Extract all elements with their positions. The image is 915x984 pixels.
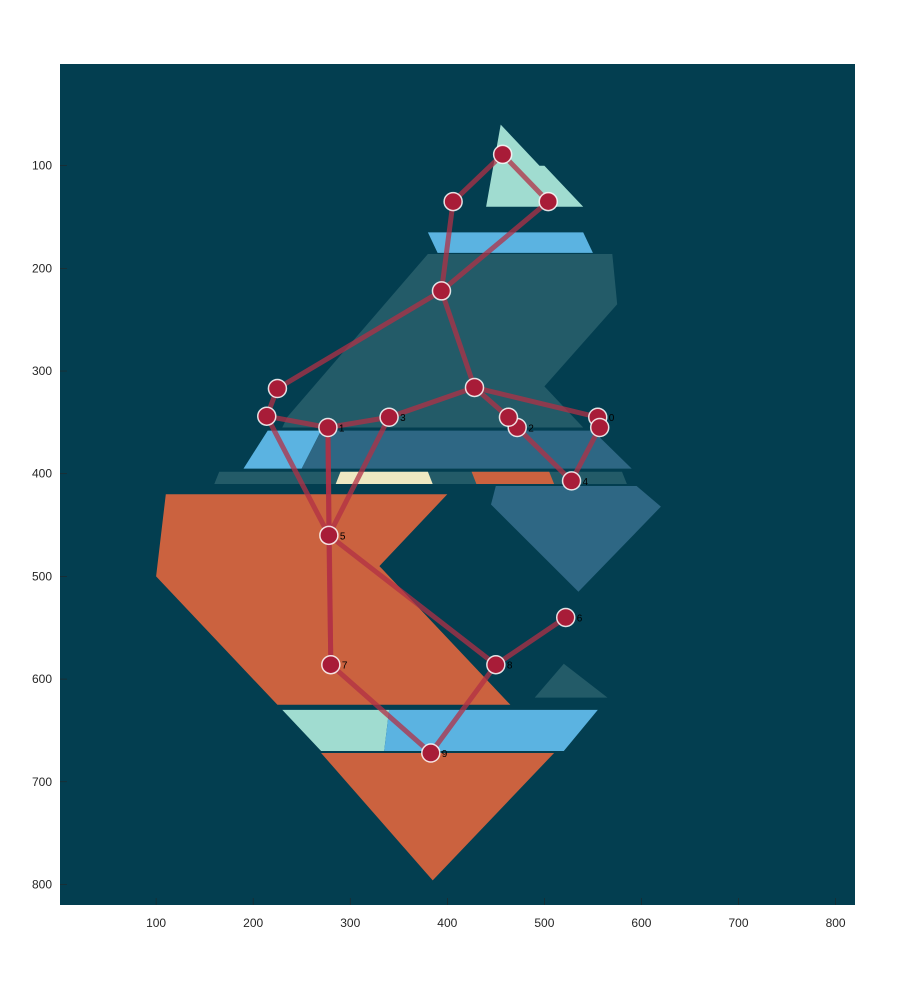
graph-node: [443, 191, 463, 212]
node-label: 5: [340, 531, 346, 542]
region-mint: [282, 709, 390, 751]
y-tick-label: 600: [32, 672, 52, 686]
region-blue-mid: [491, 486, 661, 592]
graph-edge: [500, 151, 551, 205]
graph-edge: [514, 425, 575, 484]
graph-edge: [325, 414, 392, 431]
graph-node: [431, 281, 452, 301]
graph-node: [498, 407, 519, 427]
graph-edge: [274, 288, 444, 391]
graph-node: [589, 417, 610, 438]
graph-edge: [450, 151, 506, 205]
graph-edge: [325, 425, 334, 668]
y-tick-label: 200: [32, 261, 52, 275]
graph-edge: [264, 413, 331, 431]
node-label: 9: [442, 749, 448, 760]
y-tick-label: 100: [32, 159, 52, 173]
plot-area: 0 1 2 3 4 5 6 7 8 9: [60, 64, 855, 905]
graph-edge: [264, 413, 332, 538]
graph-edge: [438, 199, 551, 294]
node-layer: 0 1 2 3 4 5 6 7 8 9: [257, 144, 615, 763]
graph-node: [379, 407, 399, 427]
region-light-blue: [427, 232, 593, 253]
graph-edge: [326, 532, 499, 668]
graph-node: [318, 417, 338, 438]
region-orange: [321, 753, 555, 881]
graph-node: [257, 406, 277, 426]
node-label: 3: [400, 413, 406, 424]
node-label: 1: [339, 424, 345, 435]
graph-edge: [471, 384, 601, 420]
x-tick-label: 200: [243, 916, 263, 930]
node-label: 2: [528, 424, 534, 435]
graph-node: [538, 191, 559, 212]
region-light-blue: [384, 709, 598, 751]
graph-node: [319, 525, 339, 546]
x-tick-layer: 100 200 300 400 500 600 700 800: [146, 898, 846, 930]
region-orange: [471, 471, 555, 484]
x-tick-label: 400: [437, 916, 457, 930]
graph-node: [321, 654, 341, 675]
graph-edge: [438, 199, 456, 294]
graph-edge: [326, 414, 392, 538]
graph-node: [492, 144, 513, 165]
y-tick-label: 500: [32, 569, 52, 583]
node-label: 7: [342, 661, 348, 672]
graph-edge: [386, 384, 477, 420]
node-label: 0: [609, 413, 615, 424]
y-tick-label: 300: [32, 364, 52, 378]
graph-node: [486, 654, 506, 675]
x-tick-label: 300: [340, 916, 360, 930]
graph-node: [267, 378, 288, 399]
node-label: 6: [577, 613, 583, 624]
region-mint: [486, 124, 584, 207]
y-tick-label: 700: [32, 775, 52, 789]
x-tick-label: 500: [534, 916, 554, 930]
x-tick-label: 700: [729, 916, 749, 930]
graph-edge: [428, 662, 499, 756]
region-orange: [156, 494, 511, 705]
graph-edge: [328, 662, 434, 756]
region-teal-dark: [282, 254, 618, 428]
x-tick-label: 100: [146, 916, 166, 930]
x-tick-label: 800: [826, 916, 846, 930]
graph-node: [464, 377, 485, 398]
graph-edge: [493, 614, 569, 668]
node-label: 4: [583, 477, 589, 488]
graph-edge: [438, 288, 477, 390]
region-cream: [335, 471, 433, 484]
y-tick-layer: 100 200 300 400 500 600 700 800: [32, 159, 67, 891]
x-tick-label: 600: [631, 916, 651, 930]
region-teal-dark: [534, 663, 608, 698]
graph-node: [561, 471, 582, 491]
graph-node: [421, 743, 441, 763]
graph-edge: [569, 425, 603, 484]
graph-node: [555, 607, 576, 628]
node-label: 8: [507, 661, 513, 672]
y-tick-label: 400: [32, 467, 52, 481]
y-tick-label: 800: [32, 877, 52, 891]
